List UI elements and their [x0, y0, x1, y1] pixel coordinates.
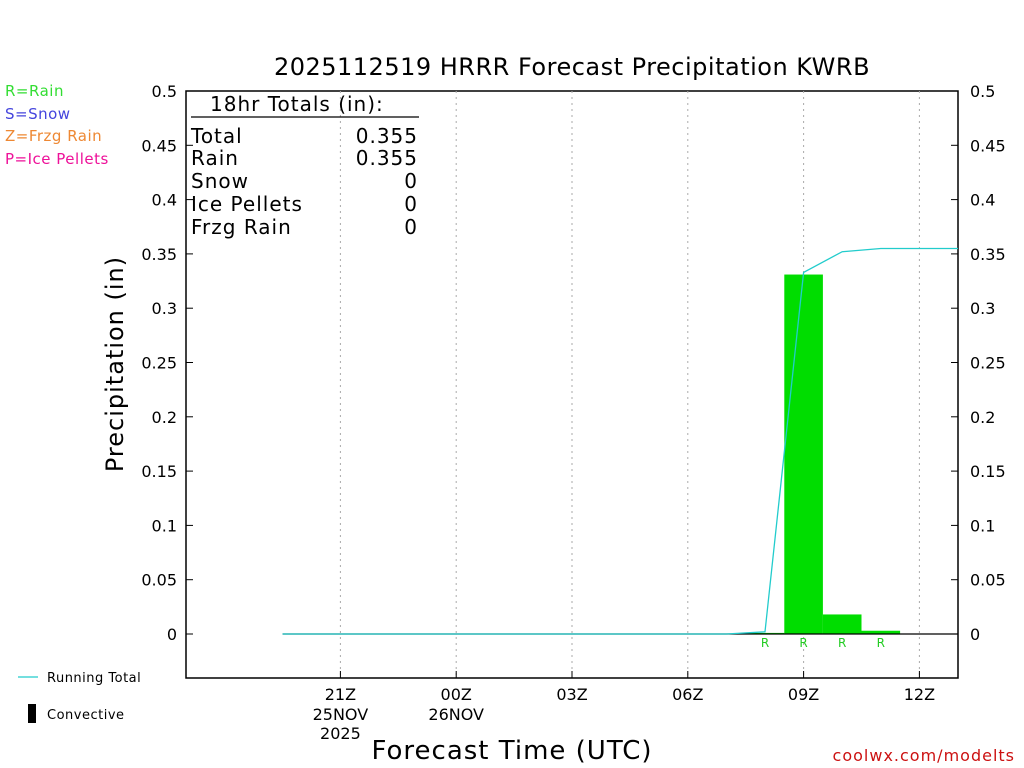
- ptype-label-2: R: [838, 636, 846, 650]
- y-tick-label-left-1: 0.05: [141, 571, 177, 590]
- chart-title: 2025112519 HRRR Forecast Precipitation K…: [274, 53, 870, 81]
- y-tick-label-right-8: 0.4: [970, 191, 995, 210]
- y-tick-label-left-9: 0.45: [141, 136, 177, 155]
- x-axis-label: Forecast Time (UTC): [371, 736, 652, 766]
- totals-rain-label: Rain: [191, 146, 239, 170]
- y-tick-label-right-5: 0.25: [970, 354, 1006, 373]
- running-total-line: [282, 247, 958, 635]
- ptype-label-1: R: [799, 636, 807, 650]
- totals-frzg-value: 0: [404, 215, 418, 239]
- totals-frzg-label: Frzg Rain: [191, 215, 292, 239]
- x-tick-label-3: 06Z: [672, 685, 703, 704]
- y-tick-label-left-8: 0.4: [152, 191, 177, 210]
- totals-ice-value: 0: [404, 192, 418, 216]
- credit-text: coolwx.com/modelts: [833, 746, 1015, 765]
- running-total-series: [282, 247, 958, 635]
- totals-total-value: 0.355: [356, 124, 418, 148]
- totals-ice-label: Ice Pellets: [191, 192, 303, 216]
- x-tick-label-0: 21Z: [325, 685, 356, 704]
- x-tick-label-2: 03Z: [556, 685, 587, 704]
- y-axis-ticks: 0 00.05 0.050.1 0.10.15 0.150.2 0.20.25 0.250.…: [141, 82, 1005, 644]
- ptype-label-3: R: [877, 636, 885, 650]
- precip-bar-2: [822, 614, 862, 634]
- y-tick-label-left-10: 0.5: [152, 82, 177, 101]
- precip-bar-1: [784, 274, 823, 634]
- y-tick-label-right-7: 0.35: [970, 245, 1006, 264]
- y-tick-label-left-2: 0.1: [152, 516, 177, 535]
- x-tick-date-0: 25NOV: [313, 705, 369, 724]
- y-tick-label-left-5: 0.25: [141, 354, 177, 373]
- y-tick-label-left-0: 0: [167, 625, 177, 644]
- x-tick-label-4: 09Z: [788, 685, 819, 704]
- y-tick-label-left-7: 0.35: [141, 245, 177, 264]
- y-tick-label-right-9: 0.45: [970, 136, 1006, 155]
- totals-header: 18hr Totals (in):: [210, 92, 384, 116]
- key-snow: S=Snow: [5, 105, 71, 123]
- y-tick-label-right-4: 0.2: [970, 408, 995, 427]
- y-tick-label-right-1: 0.05: [970, 571, 1006, 590]
- y-tick-label-left-6: 0.3: [152, 299, 177, 318]
- convective-legend-label: Convective: [47, 708, 125, 723]
- totals-snow-label: Snow: [191, 169, 249, 193]
- key-frzg-rain: Z=Frzg Rain: [5, 127, 102, 145]
- ptype-label-0: R: [761, 636, 769, 650]
- y-tick-label-right-2: 0.1: [970, 516, 995, 535]
- key-rain: R=Rain: [5, 82, 64, 100]
- y-tick-label-left-4: 0.2: [152, 408, 177, 427]
- totals-total-label: Total: [190, 124, 243, 148]
- x-tick-date-1: 26NOV: [428, 705, 484, 724]
- line-legend: Running Total Convective: [18, 671, 141, 723]
- y-tick-label-right-6: 0.3: [970, 299, 995, 318]
- totals-box: 18hr Totals (in): Total 0.355 Rain 0.355…: [190, 92, 419, 239]
- totals-snow-value: 0: [404, 169, 418, 193]
- running-total-legend-label: Running Total: [47, 671, 141, 686]
- x-tick-label-5: 12Z: [904, 685, 935, 704]
- y-tick-label-right-10: 0.5: [970, 82, 995, 101]
- y-axis-label: Precipitation (in): [101, 256, 129, 472]
- y-tick-label-left-3: 0.15: [141, 462, 177, 481]
- precip-bars: [745, 274, 901, 634]
- key-ice-pellets: P=Ice Pellets: [5, 150, 109, 168]
- y-tick-label-right-0: 0: [970, 625, 980, 644]
- convective-legend-swatch: [28, 704, 36, 723]
- x-tick-year-0: 2025: [320, 724, 361, 743]
- x-tick-label-1: 00Z: [441, 685, 472, 704]
- precip-type-key: R=Rain S=Snow Z=Frzg Rain P=Ice Pellets: [5, 82, 109, 168]
- grid-lines: [339, 91, 920, 678]
- precip-bar-3: [861, 630, 901, 634]
- y-tick-label-right-3: 0.15: [970, 462, 1006, 481]
- totals-rain-value: 0.355: [356, 146, 418, 170]
